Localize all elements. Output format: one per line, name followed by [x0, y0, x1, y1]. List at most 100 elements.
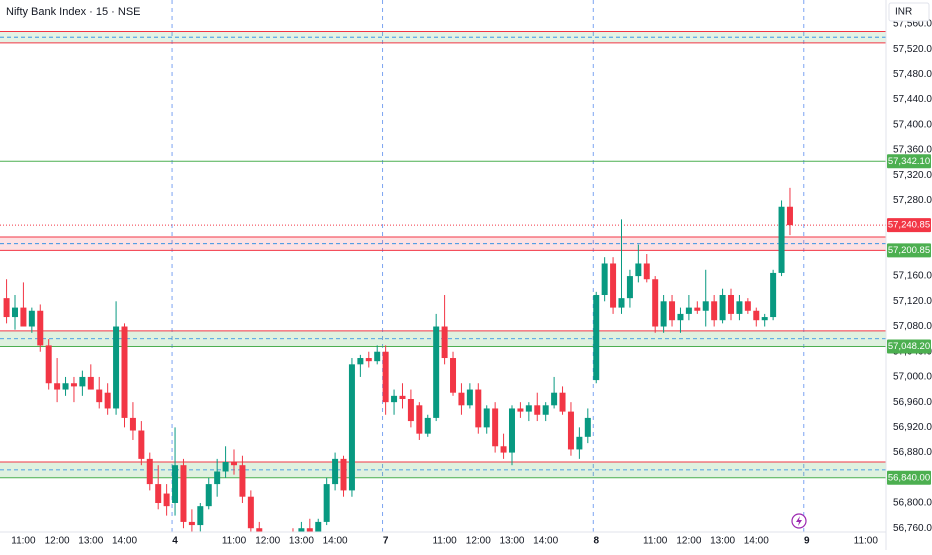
candle-body — [508, 408, 515, 453]
candle-body — [584, 417, 591, 437]
y-tick-label: 57,160.00 — [893, 271, 932, 282]
candle-body — [188, 521, 195, 526]
candle-body — [669, 301, 676, 321]
candle-body — [197, 506, 204, 526]
y-tick-label: 57,360.00 — [893, 145, 932, 156]
x-tick-label: 11:00 — [222, 536, 247, 547]
candle-body — [728, 294, 735, 314]
x-tick-label: 14:00 — [323, 536, 348, 547]
candle-body — [172, 465, 179, 504]
candle-body — [306, 528, 313, 532]
candle-body — [778, 206, 785, 273]
lightning-icon[interactable] — [791, 513, 807, 529]
candle-body — [256, 528, 263, 532]
x-tick-label: 12:00 — [255, 536, 280, 547]
y-tick-label: 57,080.00 — [893, 321, 932, 332]
y-tick-label: 57,120.00 — [893, 296, 932, 307]
price-badge-label: 57,240.85 — [888, 220, 930, 231]
y-tick-label: 57,560.00 — [893, 19, 932, 30]
candle-body — [593, 294, 600, 381]
candle-body — [222, 462, 229, 472]
candle-body — [559, 392, 566, 412]
candle-body — [677, 313, 684, 321]
x-tick-label: 13:00 — [78, 536, 103, 547]
y-tick-label: 56,920.00 — [893, 422, 932, 433]
candle-body — [736, 301, 743, 314]
candle-body — [441, 326, 448, 359]
x-tick-label: 14:00 — [744, 536, 769, 547]
candle-body — [104, 392, 111, 409]
candle-body — [62, 383, 69, 390]
candle-body — [635, 263, 642, 277]
y-tick-label: 57,480.00 — [893, 69, 932, 80]
price-badge — [887, 154, 931, 169]
currency-box[interactable] — [888, 2, 930, 22]
x-tick-label: 14:00 — [533, 536, 558, 547]
candle-body — [332, 458, 339, 485]
candle-body — [45, 345, 52, 384]
candle-body — [129, 417, 136, 431]
candle-body — [770, 272, 777, 318]
candle-body — [70, 383, 77, 387]
x-tick-label: 14:00 — [112, 536, 137, 547]
candle-body — [744, 301, 751, 311]
candle-body — [643, 263, 650, 280]
plot-area — [0, 0, 886, 532]
candle-body — [357, 358, 364, 365]
y-tick-label: 56,880.00 — [893, 447, 932, 458]
candle-body — [155, 484, 162, 504]
candle-body — [542, 405, 549, 415]
candle-body — [96, 389, 103, 403]
price-badge-label: 57,048.20 — [888, 341, 930, 352]
candle-body — [660, 301, 667, 327]
y-tick-label: 57,400.00 — [893, 119, 932, 130]
candle-body — [475, 389, 482, 428]
candle-body — [761, 317, 768, 321]
candle-body — [163, 493, 170, 507]
y-tick-label: 56,760.00 — [893, 523, 932, 534]
candle-body — [702, 301, 709, 311]
candle-body — [214, 471, 221, 485]
candle-body — [567, 411, 574, 450]
y-tick-label: 56,800.00 — [893, 498, 932, 509]
x-tick-label: 12:00 — [466, 536, 491, 547]
currency[interactable]: INR — [895, 7, 912, 18]
candle-body — [786, 206, 793, 226]
candle-body — [685, 307, 692, 314]
candle-body — [79, 376, 86, 387]
candle-body — [399, 395, 406, 399]
candle-body — [458, 392, 465, 406]
y-tick-label: 57,320.00 — [893, 170, 932, 181]
candle-body — [323, 484, 330, 522]
candle-body — [205, 484, 212, 507]
x-tick-label: 13:00 — [710, 536, 735, 547]
candle-body — [11, 307, 18, 318]
candle-body — [374, 351, 381, 362]
y-tick-label: 57,440.00 — [893, 94, 932, 105]
candle-body — [20, 307, 27, 327]
candle-body — [517, 408, 524, 412]
price-badge-label: 56,840.00 — [888, 472, 930, 483]
candle-body — [231, 462, 238, 466]
candle-body — [610, 263, 617, 308]
candle-body — [146, 458, 153, 485]
candle-body — [37, 310, 44, 346]
price-badge — [887, 218, 931, 233]
candle-body — [180, 465, 187, 522]
candle-body — [500, 446, 507, 453]
x-tick-label: 12:00 — [45, 536, 70, 547]
x-tick-label: 8 — [593, 536, 599, 547]
candle-body — [601, 263, 608, 295]
candle-body — [753, 310, 760, 321]
candle-body — [348, 364, 355, 491]
candle-body — [433, 326, 440, 418]
candle-body — [391, 395, 398, 403]
y-tick-label: 57,000.00 — [893, 372, 932, 383]
candle-body — [534, 405, 541, 415]
candle-body — [407, 399, 414, 422]
candle-body — [340, 458, 347, 491]
price-badge-label: 57,200.85 — [888, 245, 930, 256]
candle-body — [652, 279, 659, 327]
